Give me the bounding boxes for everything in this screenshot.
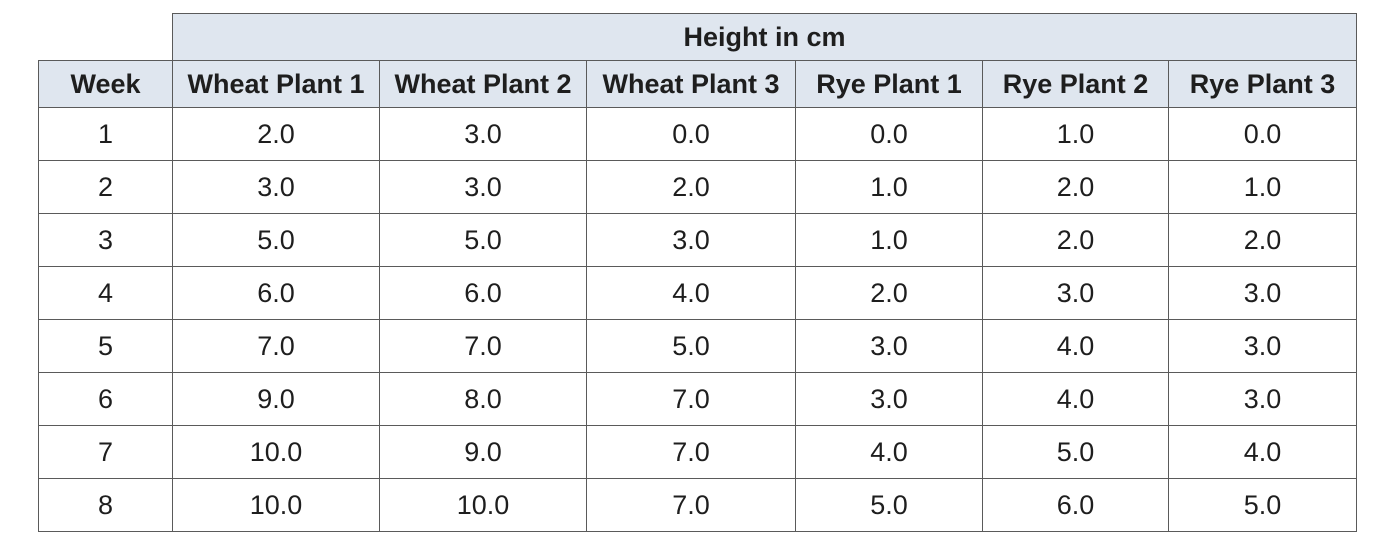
height-value-cell: 8.0 (379, 372, 587, 426)
height-value-cell: 2.0 (172, 107, 380, 161)
column-header-rye-plant-1: Rye Plant 1 (795, 60, 983, 108)
height-value-cell: 10.0 (172, 425, 380, 479)
height-value-cell: 7.0 (379, 319, 587, 373)
table-row: 8 10.0 10.0 7.0 5.0 6.0 5.0 (38, 478, 1358, 532)
height-value-cell: 9.0 (379, 425, 587, 479)
height-value-cell: 4.0 (982, 319, 1169, 373)
height-value-cell: 7.0 (172, 319, 380, 373)
week-cell: 5 (38, 319, 173, 373)
height-value-cell: 9.0 (172, 372, 380, 426)
column-header-wheat-plant-2: Wheat Plant 2 (379, 60, 587, 108)
height-value-cell: 4.0 (795, 425, 983, 479)
height-value-cell: 6.0 (172, 266, 380, 320)
height-value-cell: 7.0 (586, 478, 796, 532)
height-value-cell: 2.0 (586, 160, 796, 214)
height-value-cell: 3.0 (795, 372, 983, 426)
plant-height-table: Height in cm Week Wheat Plant 1 Wheat Pla… (38, 13, 1358, 532)
height-value-cell: 7.0 (586, 372, 796, 426)
table-row: 7 10.0 9.0 7.0 4.0 5.0 4.0 (38, 425, 1358, 479)
height-value-cell: 1.0 (795, 160, 983, 214)
height-value-cell: 3.0 (379, 160, 587, 214)
height-value-cell: 7.0 (586, 425, 796, 479)
height-value-cell: 2.0 (1167, 213, 1358, 267)
column-header-week: Week (38, 60, 173, 108)
height-value-cell: 2.0 (795, 266, 983, 320)
height-value-cell: 0.0 (1167, 107, 1358, 161)
height-value-cell: 5.0 (795, 478, 983, 532)
table-row: 5 7.0 7.0 5.0 3.0 4.0 3.0 (38, 319, 1358, 373)
height-value-cell: 5.0 (586, 319, 796, 373)
height-value-cell: 2.0 (982, 160, 1169, 214)
group-header-height: Height in cm (171, 13, 1358, 61)
week-cell: 2 (38, 160, 173, 214)
height-value-cell: 3.0 (1167, 319, 1358, 373)
height-value-cell: 3.0 (982, 266, 1169, 320)
height-value-cell: 5.0 (982, 425, 1169, 479)
week-cell: 6 (38, 372, 173, 426)
column-header-wheat-plant-1: Wheat Plant 1 (172, 60, 380, 108)
table-body: 1 2.0 3.0 0.0 0.0 1.0 0.0 2 3.0 3.0 2.0 1.0 2.0 1.0 3 5… (38, 107, 1358, 532)
column-header-row: Week Wheat Plant 1 Wheat Plant 2 Wheat Pla… (38, 60, 1358, 108)
table-row: 4 6.0 6.0 4.0 2.0 3.0 3.0 (38, 266, 1358, 320)
height-value-cell: 1.0 (795, 213, 983, 267)
height-value-cell: 0.0 (586, 107, 796, 161)
height-value-cell: 5.0 (1167, 478, 1358, 532)
height-value-cell: 3.0 (1167, 372, 1358, 426)
height-value-cell: 3.0 (586, 213, 796, 267)
table-row: 3 5.0 5.0 3.0 1.0 2.0 2.0 (38, 213, 1358, 267)
blank-corner-cell (38, 13, 173, 61)
week-cell: 1 (38, 107, 173, 161)
height-value-cell: 6.0 (982, 478, 1169, 532)
week-cell: 3 (38, 213, 173, 267)
height-value-cell: 4.0 (982, 372, 1169, 426)
height-value-cell: 1.0 (1167, 160, 1358, 214)
week-cell: 4 (38, 266, 173, 320)
week-cell: 8 (38, 478, 173, 532)
table-row: 6 9.0 8.0 7.0 3.0 4.0 3.0 (38, 372, 1358, 426)
height-value-cell: 5.0 (379, 213, 587, 267)
height-value-cell: 10.0 (379, 478, 587, 532)
column-header-rye-plant-3: Rye Plant 3 (1167, 60, 1358, 108)
column-header-wheat-plant-3: Wheat Plant 3 (586, 60, 796, 108)
height-value-cell: 3.0 (379, 107, 587, 161)
height-value-cell: 4.0 (586, 266, 796, 320)
height-value-cell: 3.0 (795, 319, 983, 373)
table-row: 1 2.0 3.0 0.0 0.0 1.0 0.0 (38, 107, 1358, 161)
height-value-cell: 3.0 (1167, 266, 1358, 320)
height-value-cell: 0.0 (795, 107, 983, 161)
height-value-cell: 6.0 (379, 266, 587, 320)
height-value-cell: 2.0 (982, 213, 1169, 267)
table-row: 2 3.0 3.0 2.0 1.0 2.0 1.0 (38, 160, 1358, 214)
height-value-cell: 1.0 (982, 107, 1169, 161)
week-cell: 7 (38, 425, 173, 479)
column-header-rye-plant-2: Rye Plant 2 (982, 60, 1169, 108)
height-value-cell: 4.0 (1167, 425, 1358, 479)
group-header-row: Height in cm (38, 13, 1358, 61)
height-value-cell: 3.0 (172, 160, 380, 214)
height-value-cell: 10.0 (172, 478, 380, 532)
height-value-cell: 5.0 (172, 213, 380, 267)
